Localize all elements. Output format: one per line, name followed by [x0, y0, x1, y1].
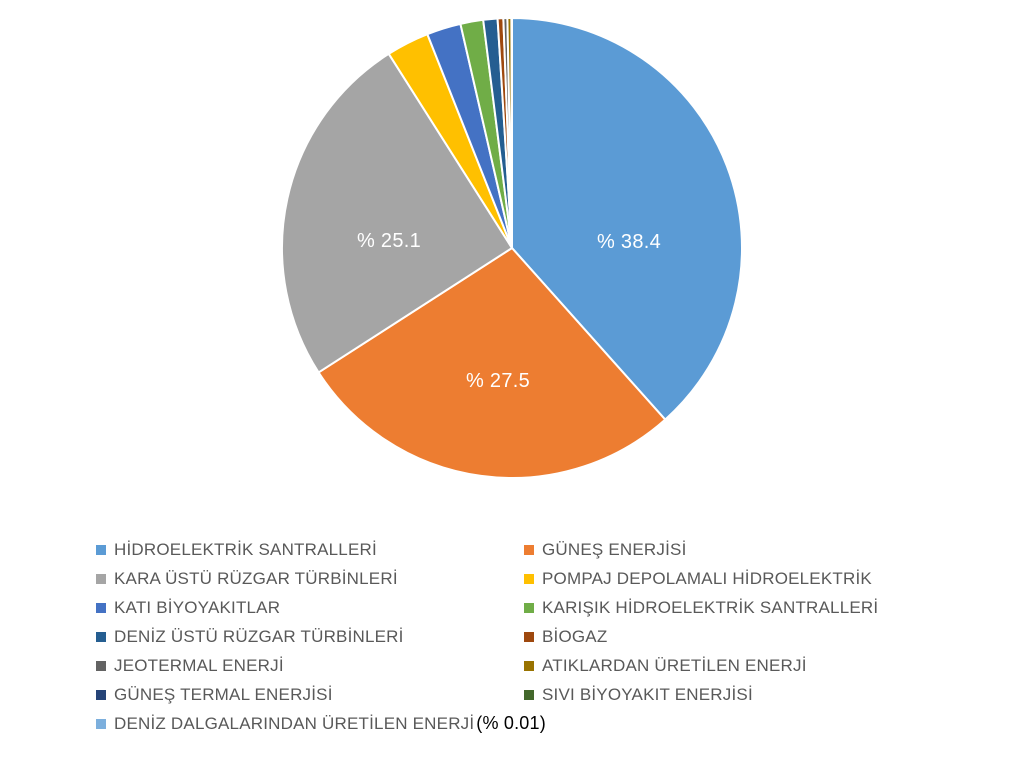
- chart-legend: HİDROELEKTRİK SANTRALLERİ GÜNEŞ ENERJİSİ K…: [96, 536, 878, 738]
- legend-swatch-icon: [524, 545, 534, 556]
- legend-label: DENİZ DALGALARINDAN ÜRETİLEN ENERJİ (% 0.…: [114, 713, 546, 734]
- legend-item-12: DENİZ DALGALARINDAN ÜRETİLEN ENERJİ (% 0.…: [96, 713, 546, 734]
- legend-label: KARA ÜSTÜ RÜZGAR TÜRBİNLERİ: [114, 569, 398, 589]
- legend-label: SIVI BİYOYAKIT ENERJİSİ: [542, 684, 753, 704]
- legend-item-11: SIVI BİYOYAKIT ENERJİSİ: [524, 685, 878, 705]
- legend-item-7: BİOGAZ: [524, 627, 878, 647]
- legend-label: BİOGAZ: [542, 627, 608, 647]
- smallest-slice-annotation: (% 0.01): [476, 713, 546, 734]
- slice-label-hydro: % 38.4: [596, 231, 662, 253]
- legend-swatch-icon: [96, 545, 106, 556]
- legend-label: POMPAJ DEPOLAMALI HİDROELEKTRİK: [542, 569, 872, 589]
- pie-slice-1: [317, 247, 667, 479]
- legend-item-3: POMPAJ DEPOLAMALI HİDROELEKTRİK: [524, 569, 878, 589]
- legend-label: HİDROELEKTRİK SANTRALLERİ: [114, 540, 377, 560]
- legend-item-4: KATI BİYOYAKITLAR: [96, 598, 524, 618]
- legend-item-1: GÜNEŞ ENERJİSİ: [524, 540, 878, 560]
- legend-item-9: ATIKLARDAN ÜRETİLEN ENERJİ: [524, 656, 878, 676]
- legend-label: ATIKLARDAN ÜRETİLEN ENERJİ: [542, 656, 807, 675]
- legend-item-8: JEOTERMAL ENERJİ: [96, 656, 524, 676]
- pie-slice-0: [511, 17, 743, 421]
- legend-swatch-icon: [524, 632, 534, 643]
- legend-swatch-icon: [96, 574, 106, 585]
- legend-label: KARIŞIK HİDROELEKTRİK SANTRALLERİ: [542, 598, 879, 618]
- legend-swatch-icon: [524, 689, 534, 700]
- legend-swatch-icon: [96, 689, 106, 700]
- legend-label: DENİZ ÜSTÜ RÜZGAR TÜRBİNLERİ: [114, 627, 404, 647]
- legend-swatch-icon: [524, 661, 534, 671]
- legend-item-6: DENİZ ÜSTÜ RÜZGAR TÜRBİNLERİ: [96, 627, 524, 647]
- legend-swatch-icon: [96, 661, 106, 671]
- slice-label-onshore-wind: % 25.1: [356, 230, 422, 252]
- legend-swatch-icon: [524, 603, 534, 614]
- pie-slice-2: [281, 52, 513, 374]
- legend-item-10: GÜNEŞ TERMAL ENERJİSİ: [96, 685, 524, 705]
- pie-chart: [281, 16, 743, 479]
- legend-label: JEOTERMAL ENERJİ: [114, 656, 284, 675]
- legend-item-5: KARIŞIK HİDROELEKTRİK SANTRALLERİ: [524, 598, 878, 618]
- legend-swatch-icon: [524, 574, 534, 585]
- legend-label: KATI BİYOYAKITLAR: [114, 598, 281, 618]
- legend-item-2: KARA ÜSTÜ RÜZGAR TÜRBİNLERİ: [96, 569, 524, 589]
- slice-label-solar: % 27.5: [465, 370, 531, 392]
- legend-item-0: HİDROELEKTRİK SANTRALLERİ: [96, 540, 524, 560]
- legend-swatch-icon: [96, 718, 106, 729]
- legend-swatch-icon: [96, 632, 106, 643]
- legend-swatch-icon: [96, 603, 106, 614]
- legend-label: GÜNEŞ TERMAL ENERJİSİ: [114, 684, 333, 704]
- legend-label: GÜNEŞ ENERJİSİ: [542, 540, 687, 560]
